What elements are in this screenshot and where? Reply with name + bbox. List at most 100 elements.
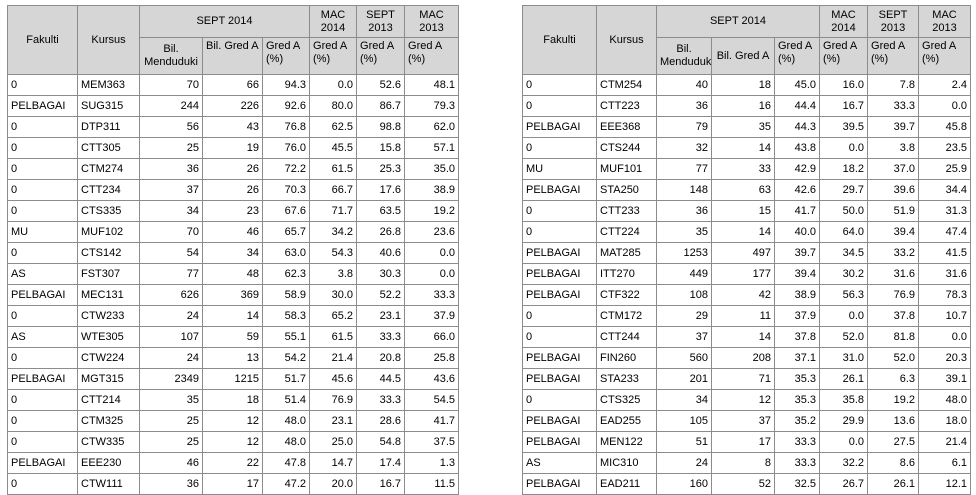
header-gred-a-pct-sept2013: Gred A (%)	[867, 37, 920, 75]
cell-mac-2014: 52.0	[819, 326, 869, 348]
header-gred-a-pct: Gred A (%)	[261, 37, 311, 75]
cell-kursus: STA250	[596, 179, 657, 201]
cell-kursus: STA233	[596, 368, 657, 390]
cell-fakulti: MU	[7, 221, 78, 243]
cell-bil-gred-a: 52	[711, 473, 775, 495]
cell-bil-menduduki: 77	[656, 158, 712, 180]
cell-mac-2014: 71.7	[309, 200, 358, 222]
cell-kursus: ITT270	[596, 263, 657, 285]
cell-mac-2014: 30.2	[819, 263, 869, 285]
cell-fakulti: PELBAGAI	[522, 242, 597, 264]
cell-gred-a-pct: 58.9	[261, 284, 311, 306]
cell-mac-2013: 37.9	[404, 305, 460, 327]
cell-mac-2013: 48.0	[918, 389, 972, 411]
header-gred-a-pct-sept2013: Gred A (%)	[356, 37, 406, 75]
cell-sept-2013: 76.9	[867, 284, 920, 306]
cell-mac-2014: 39.5	[819, 116, 869, 138]
cell-gred-a-pct: 65.7	[261, 221, 311, 243]
header-fakulti: Fakulti	[7, 5, 78, 75]
cell-sept-2013: 16.7	[356, 473, 406, 495]
cell-mac-2014: 54.3	[309, 242, 358, 264]
cell-gred-a-pct: 33.3	[773, 431, 821, 453]
cell-fakulti: 0	[7, 389, 78, 411]
cell-gred-a-pct: 72.2	[261, 158, 311, 180]
cell-kursus: CTT224	[596, 221, 657, 243]
cell-fakulti: 0	[7, 410, 78, 432]
cell-mac-2014: 45.6	[309, 368, 358, 390]
cell-bil-menduduki: 1253	[656, 242, 712, 264]
cell-fakulti: 0	[522, 95, 597, 117]
cell-mac-2013: 38.9	[404, 179, 460, 201]
cell-bil-menduduki: 70	[139, 74, 203, 96]
cell-sept-2013: 37.8	[867, 305, 920, 327]
cell-kursus: MEN122	[596, 431, 657, 453]
cell-kursus: CTM254	[596, 74, 657, 96]
cell-bil-gred-a: 14	[202, 305, 263, 327]
table-row: 0 CTW335 25 12 48.0 25.0 54.8 37.5	[7, 431, 460, 453]
cell-sept-2013: 33.3	[356, 326, 406, 348]
cell-gred-a-pct: 51.4	[261, 389, 311, 411]
cell-mac-2014: 76.9	[309, 389, 358, 411]
cell-fakulti: 0	[522, 305, 597, 327]
cell-bil-gred-a: 23	[202, 200, 263, 222]
cell-bil-menduduki: 79	[656, 116, 712, 138]
cell-sept-2013: 39.4	[867, 221, 920, 243]
cell-fakulti: 0	[522, 326, 597, 348]
cell-sept-2013: 19.2	[867, 389, 920, 411]
table-row: PELBAGAI MGT315 2349 1215 51.7 45.6 44.5 43.6	[7, 368, 460, 390]
cell-kursus: MUF101	[596, 158, 657, 180]
table-row: AS WTE305 107 59 55.1 61.5 33.3 66.0	[7, 326, 460, 348]
cell-sept-2013: 33.3	[356, 389, 406, 411]
table-row: 0 CTT305 25 19 76.0 45.5 15.8 57.1	[7, 137, 460, 159]
cell-mac-2013: 0.0	[918, 326, 972, 348]
cell-mac-2013: 12.1	[918, 473, 972, 495]
table-row: 0 CTM274 36 26 72.2 61.5 25.3 35.0	[7, 158, 460, 180]
cell-sept-2013: 15.8	[356, 137, 406, 159]
cell-kursus: MEM363	[77, 74, 140, 96]
cell-bil-gred-a: 17	[711, 431, 775, 453]
cell-sept-2013: 6.3	[867, 368, 920, 390]
cell-gred-a-pct: 35.3	[773, 389, 821, 411]
cell-bil-gred-a: 497	[711, 242, 775, 264]
cell-kursus: CTT305	[77, 137, 140, 159]
cell-mac-2014: 29.7	[819, 179, 869, 201]
header-bil-menduduki: Bil. Menduduki	[656, 37, 712, 75]
cell-kursus: SUG315	[77, 95, 140, 117]
cell-mac-2013: 0.0	[404, 242, 460, 264]
cell-mac-2013: 34.4	[918, 179, 972, 201]
cell-bil-gred-a: 14	[711, 221, 775, 243]
cell-gred-a-pct: 45.0	[773, 74, 821, 96]
cell-kursus: MIC310	[596, 452, 657, 474]
cell-gred-a-pct: 48.0	[261, 431, 311, 453]
cell-mac-2013: 41.5	[918, 242, 972, 264]
cell-bil-gred-a: 13	[202, 347, 263, 369]
cell-bil-gred-a: 14	[711, 137, 775, 159]
cell-kursus: CTM274	[77, 158, 140, 180]
header-bil-menduduki: Bil. Menduduki	[139, 37, 203, 75]
cell-mac-2013: 25.9	[918, 158, 972, 180]
cell-mac-2014: 0.0	[819, 431, 869, 453]
cell-mac-2013: 11.5	[404, 473, 460, 495]
cell-sept-2013: 23.1	[356, 305, 406, 327]
cell-gred-a-pct: 94.3	[261, 74, 311, 96]
cell-mac-2014: 35.8	[819, 389, 869, 411]
cell-mac-2013: 31.3	[918, 200, 972, 222]
cell-mac-2013: 43.6	[404, 368, 460, 390]
cell-bil-menduduki: 107	[139, 326, 203, 348]
cell-gred-a-pct: 63.0	[261, 242, 311, 264]
cell-mac-2014: 31.0	[819, 347, 869, 369]
cell-mac-2014: 3.8	[309, 263, 358, 285]
table-row: 0 CTW111 36 17 47.2 20.0 16.7 11.5	[7, 473, 460, 495]
grade-table-left: Fakulti Kursus SEPT 2014 MAC 2014 SEPT 2…	[7, 5, 460, 495]
cell-mac-2014: 25.0	[309, 431, 358, 453]
cell-gred-a-pct: 44.4	[773, 95, 821, 117]
cell-mac-2014: 16.7	[819, 95, 869, 117]
cell-sept-2013: 13.6	[867, 410, 920, 432]
cell-kursus: CTS335	[77, 200, 140, 222]
cell-gred-a-pct: 47.8	[261, 452, 311, 474]
cell-sept-2013: 26.8	[356, 221, 406, 243]
cell-mac-2014: 56.3	[819, 284, 869, 306]
cell-fakulti: 0	[7, 74, 78, 96]
cell-bil-gred-a: 26	[202, 179, 263, 201]
cell-gred-a-pct: 58.3	[261, 305, 311, 327]
